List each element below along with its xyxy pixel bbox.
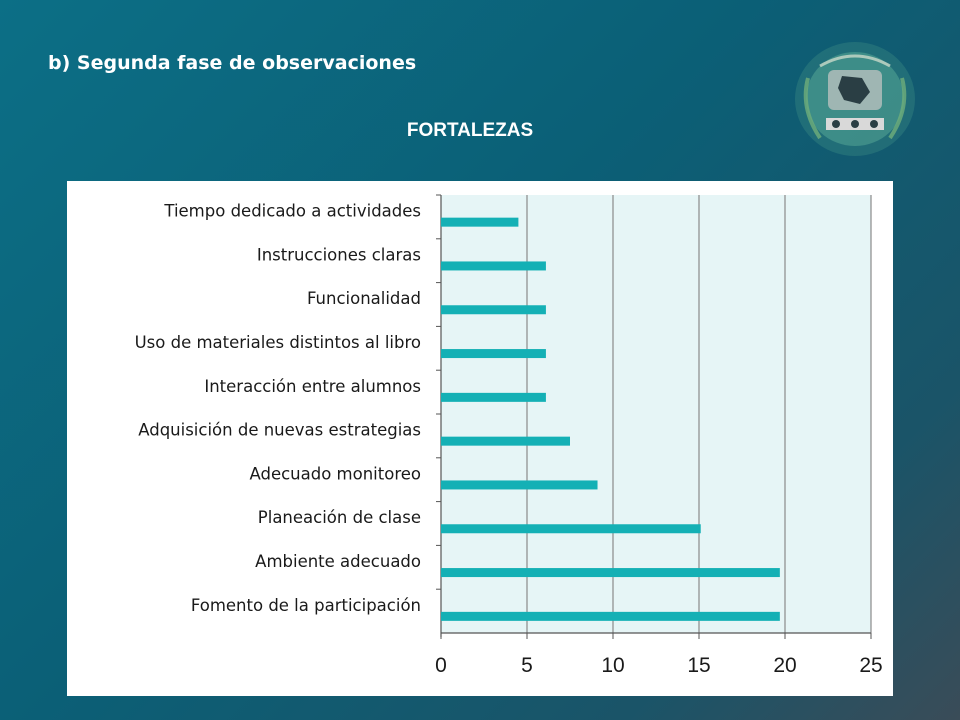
x-tick-label: 20 [773,654,796,677]
x-tick-label: 10 [601,654,624,677]
bar [441,261,546,271]
bar [441,568,780,578]
category-label: Fomento de la participación [191,596,421,615]
category-label: Ambiente adecuado [255,552,421,571]
bar [441,392,546,402]
bar-chart: 0 5 10 15 20 25 Tiempo dedicado a actividades I… [135,194,883,677]
plot-area [441,195,871,633]
bar [441,349,546,359]
x-tick-label: 0 [435,654,447,677]
x-tick-label: 25 [859,654,882,677]
x-tick-label: 5 [521,654,533,677]
category-label: Adquisición de nuevas estrategias [138,421,421,440]
category-label: Adecuado monitoreo [249,464,421,483]
bar [441,611,780,621]
category-label: Funcionalidad [307,289,421,308]
category-label: Instrucciones claras [257,245,421,264]
slide-subtitle: b) Segunda fase de observaciones [48,52,417,74]
bar [441,436,570,446]
bar [441,305,546,315]
chart-panel: 0 5 10 15 20 25 Tiempo dedicado a actividades I… [67,181,893,696]
category-label: Uso de materiales distintos al libro [135,333,421,352]
bar [441,480,598,490]
school-crest-logo [795,42,915,156]
bar [441,524,701,534]
category-label: Interacción entre alumnos [204,377,421,396]
bar [441,217,519,227]
x-tick-label: 15 [687,654,710,677]
chart-title: FORTALEZAS [406,120,534,141]
category-label: Planeación de clase [258,508,421,527]
category-label: Tiempo dedicado a actividades [163,202,421,221]
